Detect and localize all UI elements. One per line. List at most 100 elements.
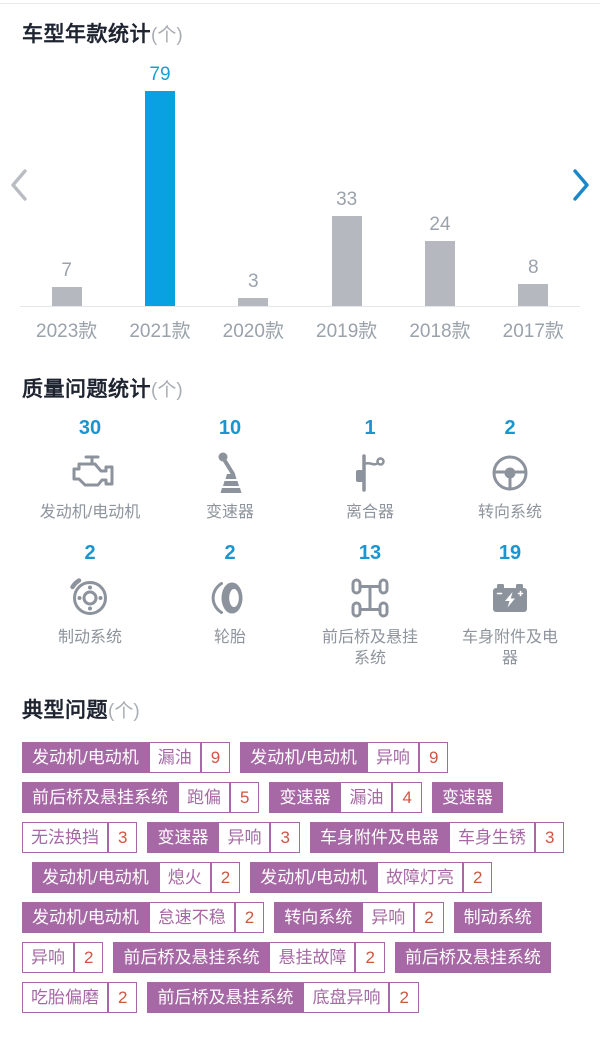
- quality-item[interactable]: 2 转向系统: [440, 417, 580, 524]
- chart-bar[interactable]: [518, 284, 549, 306]
- tag-count: 3: [108, 822, 138, 854]
- problem-tag[interactable]: 变速器 漏油 4: [269, 782, 422, 814]
- model-year-title-text: 车型年款统计: [22, 23, 151, 46]
- quality-count: 13: [358, 541, 382, 564]
- chart-axis: 2023款 2021款 2020款 2019款 2018款 2017款: [20, 306, 580, 343]
- tag-problem: 漏油: [340, 782, 393, 814]
- tag-problem: 无法换挡: [22, 822, 108, 854]
- bar-value-label: 24: [429, 214, 451, 235]
- model-year-chart: 7 79 3 33 24 8 2023款 2021款 2020款 2019款 2018款 2017款: [0, 56, 600, 343]
- tag-problem: 跑偏: [178, 782, 230, 814]
- quality-label: 轮胎: [213, 628, 246, 646]
- quality-item[interactable]: 10 变速器: [160, 417, 300, 524]
- problem-tag[interactable]: 前后桥及悬挂系统 悬挂故障 2: [113, 942, 385, 974]
- problem-tag[interactable]: 发动机/电动机 故障灯亮 2: [250, 862, 493, 894]
- steering-wheel-icon: [440, 449, 580, 497]
- typical-title-unit: (个): [108, 700, 140, 722]
- bar-value-label: 33: [336, 189, 358, 210]
- tag-problem: 漏油: [148, 742, 201, 774]
- tag-problem: 故障灯亮: [376, 862, 463, 894]
- top-divider: [0, 0, 600, 4]
- problem-tag[interactable]: 变速器无法换挡 3: [22, 782, 503, 854]
- quality-item[interactable]: 2 制动系统: [20, 542, 160, 670]
- tag-problem: 怠速不稳: [148, 902, 235, 934]
- tag-problem: 异响: [22, 942, 74, 974]
- problem-tag[interactable]: 车身附件及电器 车身生锈 3: [309, 822, 565, 854]
- problem-tag[interactable]: 制动系统异响 2: [22, 902, 542, 974]
- clutch-icon: [300, 449, 440, 497]
- tag-category: 前后桥及悬挂系统: [147, 982, 304, 1014]
- brake-disc-icon: [20, 574, 160, 622]
- tag-count: 2: [210, 862, 241, 894]
- tag-category: 制动系统: [453, 902, 542, 934]
- bar-value-label: 79: [149, 64, 171, 85]
- quality-label: 制动系统: [57, 628, 122, 646]
- chart-bar[interactable]: [331, 216, 362, 306]
- axis-tick-label: 2017款: [502, 321, 564, 342]
- tag-category: 变速器: [431, 782, 503, 814]
- chevron-left-icon[interactable]: [8, 168, 30, 202]
- quality-label: 发动机/电动机: [39, 504, 141, 521]
- tag-problem: 车身生锈: [448, 822, 535, 854]
- problem-tag[interactable]: 转向系统 异响 2: [274, 902, 444, 934]
- chart-bar-column: 3: [207, 271, 300, 306]
- axis-tick-label: 2021款: [129, 321, 191, 342]
- quality-item[interactable]: 30 发动机/电动机: [20, 417, 160, 524]
- tag-category: 发动机/电动机: [32, 862, 159, 894]
- quality-item[interactable]: 2 轮胎: [160, 542, 300, 670]
- tag-problem: 熄火: [158, 862, 211, 894]
- quality-count: 30: [78, 417, 102, 439]
- tag-count: 2: [462, 862, 493, 894]
- axle-icon: [300, 574, 440, 622]
- quality-label: 转向系统: [477, 504, 542, 521]
- tag-count: 2: [108, 982, 138, 1014]
- quality-label: 离合器: [345, 504, 394, 521]
- tag-count: 2: [74, 942, 104, 974]
- quality-count: 19: [498, 541, 522, 564]
- problem-tag[interactable]: 前后桥及悬挂系统吃胎偏磨 2: [22, 942, 551, 1014]
- tag-category: 变速器: [269, 782, 341, 814]
- quality-label: 变速器: [205, 504, 254, 521]
- tag-category: 车身附件及电器: [309, 822, 449, 854]
- axis-tick-label: 2019款: [316, 321, 378, 342]
- chart-bar[interactable]: [424, 241, 455, 306]
- tire-icon: [160, 574, 300, 622]
- problem-tag[interactable]: 前后桥及悬挂系统 跑偏 5: [22, 782, 260, 814]
- problem-tags: 发动机/电动机 漏油 9 发动机/电动机 异响 9前后桥及悬挂系统 跑偏 5 变速器 漏油 4 变速器…: [0, 738, 567, 1018]
- tag-count: 2: [355, 942, 385, 974]
- typical-section-title: 典型问题(个): [0, 694, 600, 724]
- bar-value-label: 8: [528, 257, 539, 278]
- chart-bar[interactable]: [51, 287, 82, 306]
- quality-count: 10: [218, 417, 242, 439]
- chart-bar[interactable]: [144, 91, 175, 306]
- axis-tick-label: 2023款: [36, 321, 98, 342]
- model-year-title-unit: (个): [151, 25, 183, 46]
- bar-value-label: 3: [248, 271, 259, 292]
- quality-section: 质量问题统计(个) 30 发动机/电动机 10 变速器 1 离合器 2 转向系统 2 制动系统 2 轮…: [0, 373, 600, 670]
- typical-section: 典型问题(个) 发动机/电动机 漏油 9 发动机/电动机 异响 9前后桥及悬挂系统 跑偏 5 变…: [0, 694, 600, 1018]
- chart-bar-column: 79: [113, 64, 206, 306]
- problem-tag[interactable]: 发动机/电动机 怠速不稳 2: [22, 902, 265, 934]
- problem-tag[interactable]: 发动机/电动机 漏油 9: [22, 742, 231, 774]
- chevron-right-icon[interactable]: [570, 168, 592, 202]
- chart-bars-area: 7 79 3 33 24 8: [20, 56, 580, 306]
- model-year-section: 车型年款统计(个) 7 79 3 33 24 8 2023款 2021款 2020款 2019款…: [0, 18, 600, 343]
- chart-bar[interactable]: [238, 298, 269, 306]
- gearshift-icon: [160, 449, 300, 497]
- quality-item[interactable]: 13 前后桥及悬挂系统: [300, 542, 440, 670]
- tag-problem: 异响: [366, 742, 419, 774]
- tag-category: 变速器: [147, 822, 219, 854]
- quality-title-unit: (个): [151, 380, 183, 401]
- quality-item[interactable]: 1 离合器: [300, 417, 440, 524]
- problem-tag[interactable]: 发动机/电动机 熄火 2: [32, 862, 241, 894]
- tag-problem: 吃胎偏磨: [22, 982, 108, 1014]
- tag-count: 4: [392, 782, 422, 814]
- problem-tag[interactable]: 变速器 异响 3: [147, 822, 300, 854]
- quality-section-title: 质量问题统计(个): [0, 373, 600, 403]
- problem-tag[interactable]: 前后桥及悬挂系统 底盘异响 2: [147, 982, 419, 1014]
- tag-count: 9: [200, 742, 231, 774]
- tag-problem: 底盘异响: [303, 982, 390, 1014]
- problem-tag[interactable]: 发动机/电动机 异响 9: [240, 742, 449, 774]
- quality-item[interactable]: 19 车身附件及电器: [440, 542, 580, 670]
